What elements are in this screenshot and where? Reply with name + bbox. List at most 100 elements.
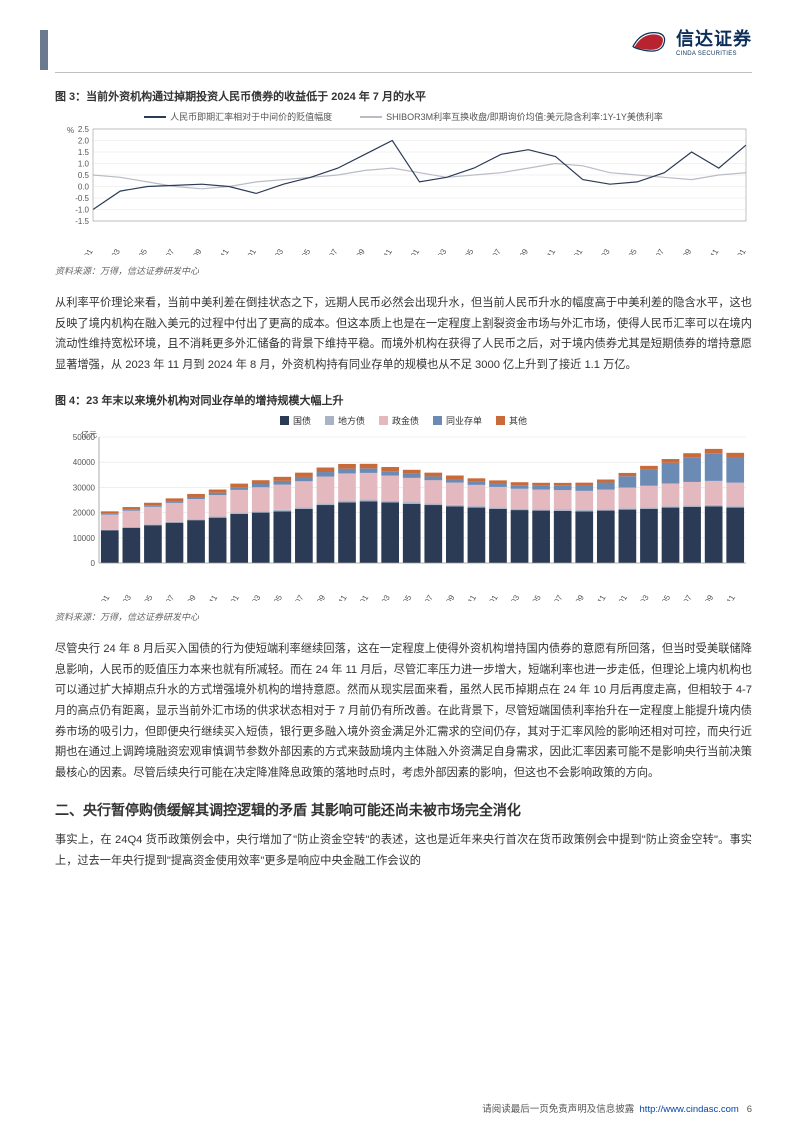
svg-text:2024-03: 2024-03: [589, 247, 612, 255]
svg-text:2022-01: 2022-01: [348, 593, 371, 601]
svg-text:2024-11: 2024-11: [698, 247, 720, 255]
fig4-leg-2: 政金债: [392, 414, 419, 427]
footer-link[interactable]: http://www.cindasc.com: [640, 1104, 739, 1115]
svg-text:2024-05: 2024-05: [650, 593, 673, 601]
svg-text:2020-01: 2020-01: [89, 593, 112, 601]
svg-text:2023-03: 2023-03: [426, 247, 449, 255]
fig4-leg-1: 地方债: [338, 414, 365, 427]
svg-text:亿元: 亿元: [81, 431, 97, 439]
svg-text:2024-09: 2024-09: [671, 247, 694, 255]
svg-text:2.5: 2.5: [78, 125, 90, 134]
fig3-legend-1: 人民币即期汇率相对于中间价的贬值幅度: [170, 110, 332, 123]
svg-text:2022-05: 2022-05: [391, 593, 414, 601]
svg-text:2023-07: 2023-07: [480, 247, 503, 255]
svg-text:2023-09: 2023-09: [564, 593, 587, 601]
svg-text:2020-03: 2020-03: [111, 593, 134, 601]
svg-text:2022-05: 2022-05: [290, 247, 313, 255]
fig3-legend: 人民币即期汇率相对于中间价的贬值幅度 SHIBOR3M利率互换收盘/即期询价均值…: [55, 110, 752, 123]
svg-text:2023-01: 2023-01: [477, 593, 500, 601]
svg-text:2024-07: 2024-07: [671, 593, 694, 601]
fig3-legend-2: SHIBOR3M利率互换收盘/即期询价均值:美元隐含利率:1Y-1Y美债利率: [386, 110, 663, 123]
svg-text:2024-11: 2024-11: [715, 593, 737, 601]
svg-text:2023-05: 2023-05: [453, 247, 476, 255]
logo-swirl-icon: [628, 26, 670, 56]
svg-text:2022-09: 2022-09: [344, 247, 367, 255]
svg-text:20000: 20000: [73, 508, 96, 517]
paragraph-2: 尽管央行 24 年 8 月后买入国债的行为使短端利率继续回落，这在一定程度上使得…: [55, 639, 752, 784]
footer-text: 请阅读最后一页免责声明及信息披露: [482, 1104, 634, 1115]
fig4-leg-0: 国债: [293, 414, 311, 427]
svg-text:2023-01: 2023-01: [399, 247, 422, 255]
fig4-leg-4: 其他: [509, 414, 527, 427]
svg-text:-0.5: -0.5: [75, 194, 89, 203]
svg-text:2021-05: 2021-05: [262, 593, 285, 601]
svg-text:2021-09: 2021-09: [305, 593, 328, 601]
svg-text:2021-07: 2021-07: [283, 593, 306, 601]
svg-text:2024-05: 2024-05: [616, 247, 639, 255]
svg-text:1.0: 1.0: [78, 160, 90, 169]
svg-text:2021-01: 2021-01: [72, 247, 95, 255]
svg-text:2021-03: 2021-03: [240, 593, 263, 601]
fig3-title: 图 3：当前外资机构通过掉期投资人民币债券的收益低于 2024 年 7 月的水平: [55, 88, 752, 104]
svg-text:2024-01: 2024-01: [562, 247, 585, 255]
svg-text:%: %: [67, 126, 74, 135]
fig4-svg: 01000020000300004000050000亿元2020-012020-…: [55, 431, 752, 601]
paragraph-3: 事实上，在 24Q4 货币政策例会中，央行增加了"防止资金空转"的表述，这也是近…: [55, 830, 752, 871]
svg-text:2022-01: 2022-01: [236, 247, 259, 255]
fig4-chart: 国债 地方债 政金债 同业存单 其他 0 10000 20000 30000 40000…: [55, 414, 752, 606]
svg-text:2024-01: 2024-01: [607, 593, 630, 601]
svg-text:30000: 30000: [73, 483, 96, 492]
svg-text:2021-01: 2021-01: [218, 593, 241, 601]
side-stripe: [40, 30, 48, 70]
svg-text:10000: 10000: [73, 534, 96, 543]
svg-text:40000: 40000: [73, 458, 96, 467]
svg-text:2022-03: 2022-03: [369, 593, 392, 601]
svg-text:2024-03: 2024-03: [628, 593, 651, 601]
svg-text:2022-11: 2022-11: [372, 247, 394, 255]
fig3-svg: -1.5 -1.0 -0.5 0.0 0.5 1.0 1.5 2.0 2.5% 2021-01 20…: [55, 125, 752, 255]
svg-text:2.0: 2.0: [78, 137, 90, 146]
fig4-source: 资料来源：万得，信达证券研发中心: [55, 610, 752, 623]
svg-text:2022-07: 2022-07: [413, 593, 436, 601]
svg-text:2023-09: 2023-09: [508, 247, 531, 255]
svg-text:2025-01: 2025-01: [725, 247, 748, 255]
svg-text:2023-11: 2023-11: [585, 593, 607, 601]
fig4-title: 图 4：23 年末以来境外机构对同业存单的增持规模大幅上升: [55, 392, 752, 408]
svg-text:2023-07: 2023-07: [542, 593, 565, 601]
logo-text-en: CINDA SECURITIES: [676, 51, 752, 57]
footer-note: 请阅读最后一页免责声明及信息披露 http://www.cindasc.com …: [482, 1101, 752, 1115]
fig4-legend: 国债 地方债 政金债 同业存单 其他: [55, 414, 752, 427]
svg-text:2023-05: 2023-05: [520, 593, 543, 601]
svg-text:2020-05: 2020-05: [132, 593, 155, 601]
svg-text:2020-09: 2020-09: [175, 593, 198, 601]
svg-text:0: 0: [91, 559, 96, 568]
svg-text:2023-03: 2023-03: [499, 593, 522, 601]
svg-text:2020-11: 2020-11: [197, 593, 219, 601]
paragraph-1: 从利率平价理论来看，当前中美利差在倒挂状态之下，远期人民币必然会出现升水，但当前…: [55, 293, 752, 376]
logo-text-cn: 信达证券: [676, 25, 752, 51]
page-number: 6: [747, 1104, 752, 1115]
svg-text:2022-11: 2022-11: [456, 593, 478, 601]
svg-text:2022-09: 2022-09: [434, 593, 457, 601]
svg-text:2021-09: 2021-09: [181, 247, 204, 255]
section-2-heading: 二、央行暂停购债缓解其调控逻辑的矛盾 其影响可能还尚未被市场完全消化: [55, 800, 752, 820]
svg-text:1.5: 1.5: [78, 148, 90, 157]
svg-text:0.0: 0.0: [78, 183, 90, 192]
svg-text:2022-03: 2022-03: [263, 247, 286, 255]
fig4-leg-3: 同业存单: [446, 414, 482, 427]
svg-text:2022-07: 2022-07: [317, 247, 340, 255]
svg-text:-1.5: -1.5: [75, 217, 89, 226]
svg-text:2024-09: 2024-09: [693, 593, 716, 601]
svg-text:2021-03: 2021-03: [99, 247, 122, 255]
svg-text:2021-11: 2021-11: [327, 593, 349, 601]
svg-text:0.5: 0.5: [78, 171, 90, 180]
company-logo: 信达证券 CINDA SECURITIES: [628, 25, 752, 57]
header-divider: [55, 72, 752, 73]
fig3-chart: 人民币即期汇率相对于中间价的贬值幅度 SHIBOR3M利率互换收盘/即期询价均值…: [55, 110, 752, 260]
fig3-source: 资料来源：万得，信达证券研发中心: [55, 264, 752, 277]
svg-text:2021-07: 2021-07: [154, 247, 177, 255]
svg-text:2021-05: 2021-05: [127, 247, 150, 255]
svg-text:2024-07: 2024-07: [644, 247, 667, 255]
svg-text:-1.0: -1.0: [75, 206, 89, 215]
svg-text:2023-11: 2023-11: [535, 247, 557, 255]
